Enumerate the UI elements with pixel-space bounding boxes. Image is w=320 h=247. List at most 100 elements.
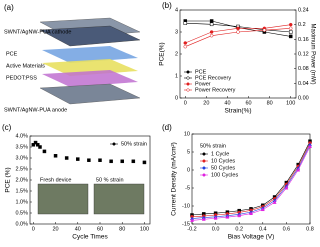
marker (189, 218, 195, 222)
y2-tick-label: 0.24 (298, 7, 309, 13)
anode-layer (39, 83, 141, 105)
marker (288, 34, 293, 39)
plot-frame (191, 133, 311, 225)
marker (209, 19, 214, 23)
y-tick-label: 0.0% (15, 221, 28, 227)
y-tick-label: 5 (187, 149, 190, 155)
x-tick-label: 20 (203, 100, 209, 106)
y-tick-label: 3 (175, 29, 178, 35)
series-line (191, 141, 311, 216)
legend-marker (202, 173, 206, 177)
panel-label: (a) (4, 3, 14, 12)
marker (284, 185, 289, 190)
inset-caption: Fresh device (40, 177, 72, 183)
marker (87, 158, 91, 162)
diagram-panel: (a) SWNT/AgNW-PUA cathode PCE Active Mat… (4, 3, 141, 113)
x-tick-label: 0 (32, 226, 35, 232)
marker (209, 30, 214, 34)
y-tick-label: 1.5% (15, 188, 28, 194)
marker (248, 211, 254, 216)
marker (33, 140, 38, 145)
panel-label: (b) (162, 1, 172, 10)
series-line (191, 142, 311, 218)
y-tick-label: 4.0% (15, 133, 28, 139)
marker (76, 157, 80, 161)
y-tick-label: 2 (175, 51, 178, 57)
marker (288, 22, 293, 27)
marker (183, 44, 188, 49)
x-tick-label: 0.0 (212, 226, 220, 232)
marker (64, 156, 69, 160)
marker (262, 28, 267, 32)
layer-label: PEDOT:PSS (6, 75, 37, 81)
pce-layer (42, 46, 138, 63)
y2-tick-label: 0.00 (298, 95, 309, 101)
pedot-layer (42, 70, 138, 87)
panel-label: (c) (2, 123, 12, 132)
legend-label: 100 Cycles (211, 172, 238, 178)
marker (131, 159, 136, 164)
y2-tick-label: 0.16 (298, 37, 309, 43)
x-tick-label: -0.2 (187, 226, 196, 232)
y-tick-label: 0.5% (15, 210, 28, 216)
x-tick-label: 0.8 (306, 226, 314, 232)
y-tick-label: 0 (175, 95, 178, 101)
y-axis-label: PCE (%) (5, 167, 12, 192)
inset-photo (93, 183, 145, 215)
marker (109, 159, 113, 164)
x-tick-label: 60 (245, 100, 251, 106)
x-axis-label: Bias Voltage (V) (228, 234, 275, 241)
layer-label: SWNT/AgNW-PUA cathode (4, 29, 71, 35)
marker (201, 217, 206, 221)
legend-label: 10 Cycles (211, 158, 235, 164)
legend-label: PCE (195, 69, 207, 75)
legend-marker (186, 76, 190, 80)
x-tick-label: 40 (75, 226, 81, 232)
panel-label: (d) (162, 123, 172, 132)
x-tick-label: 0 (184, 100, 187, 106)
marker (209, 33, 214, 38)
cathode-layer-side (39, 25, 141, 47)
x-tick-label: 80 (119, 226, 125, 232)
marker (260, 207, 265, 212)
y-tick-label: -5 (185, 185, 190, 191)
y-tick-label: 1.0% (15, 199, 28, 205)
y-tick-label: 4 (175, 7, 178, 13)
legend-label: PCE Recovery (195, 75, 231, 81)
marker (53, 154, 58, 158)
marker (236, 30, 240, 34)
marker (213, 216, 218, 220)
x-tick-label: 0.4 (259, 226, 267, 232)
legend-marker (186, 88, 190, 92)
y-axis-label: PCE(%) (159, 42, 166, 65)
legend-label: 50 Cycles (211, 165, 235, 171)
marker (288, 30, 293, 34)
x-tick-label: 20 (52, 226, 58, 232)
marker (42, 149, 47, 154)
marker (98, 158, 102, 162)
legend-marker (186, 82, 190, 86)
legend-label: Power Recovery (195, 87, 236, 93)
marker (209, 22, 214, 27)
x-tick-label: 100 (140, 226, 149, 232)
legend-label: 1 Cycle (211, 151, 229, 157)
legend-label: Power (195, 81, 211, 87)
y2-tick-label: 0.08 (298, 66, 309, 72)
legend-marker (202, 166, 206, 170)
y-tick-label: 3.5% (15, 144, 28, 150)
marker (296, 167, 301, 172)
marker (237, 213, 242, 218)
x-axis-label: Strain(%) (224, 108, 251, 115)
annotation: 50% strain (200, 143, 226, 149)
y-axis-label: Current Density (mA/cm²) (171, 142, 178, 216)
marker (307, 144, 313, 149)
layer-label: SWNT/AgNW-PUA anode (4, 107, 67, 113)
marker (183, 21, 188, 25)
marker (120, 159, 124, 164)
x-tick-label: 60 (97, 226, 103, 232)
y-tick-label: 2.0% (15, 177, 28, 183)
y-tick-label: 1 (175, 73, 178, 79)
x-tick-label: 100 (286, 100, 295, 106)
y-tick-label: -10 (182, 203, 190, 209)
